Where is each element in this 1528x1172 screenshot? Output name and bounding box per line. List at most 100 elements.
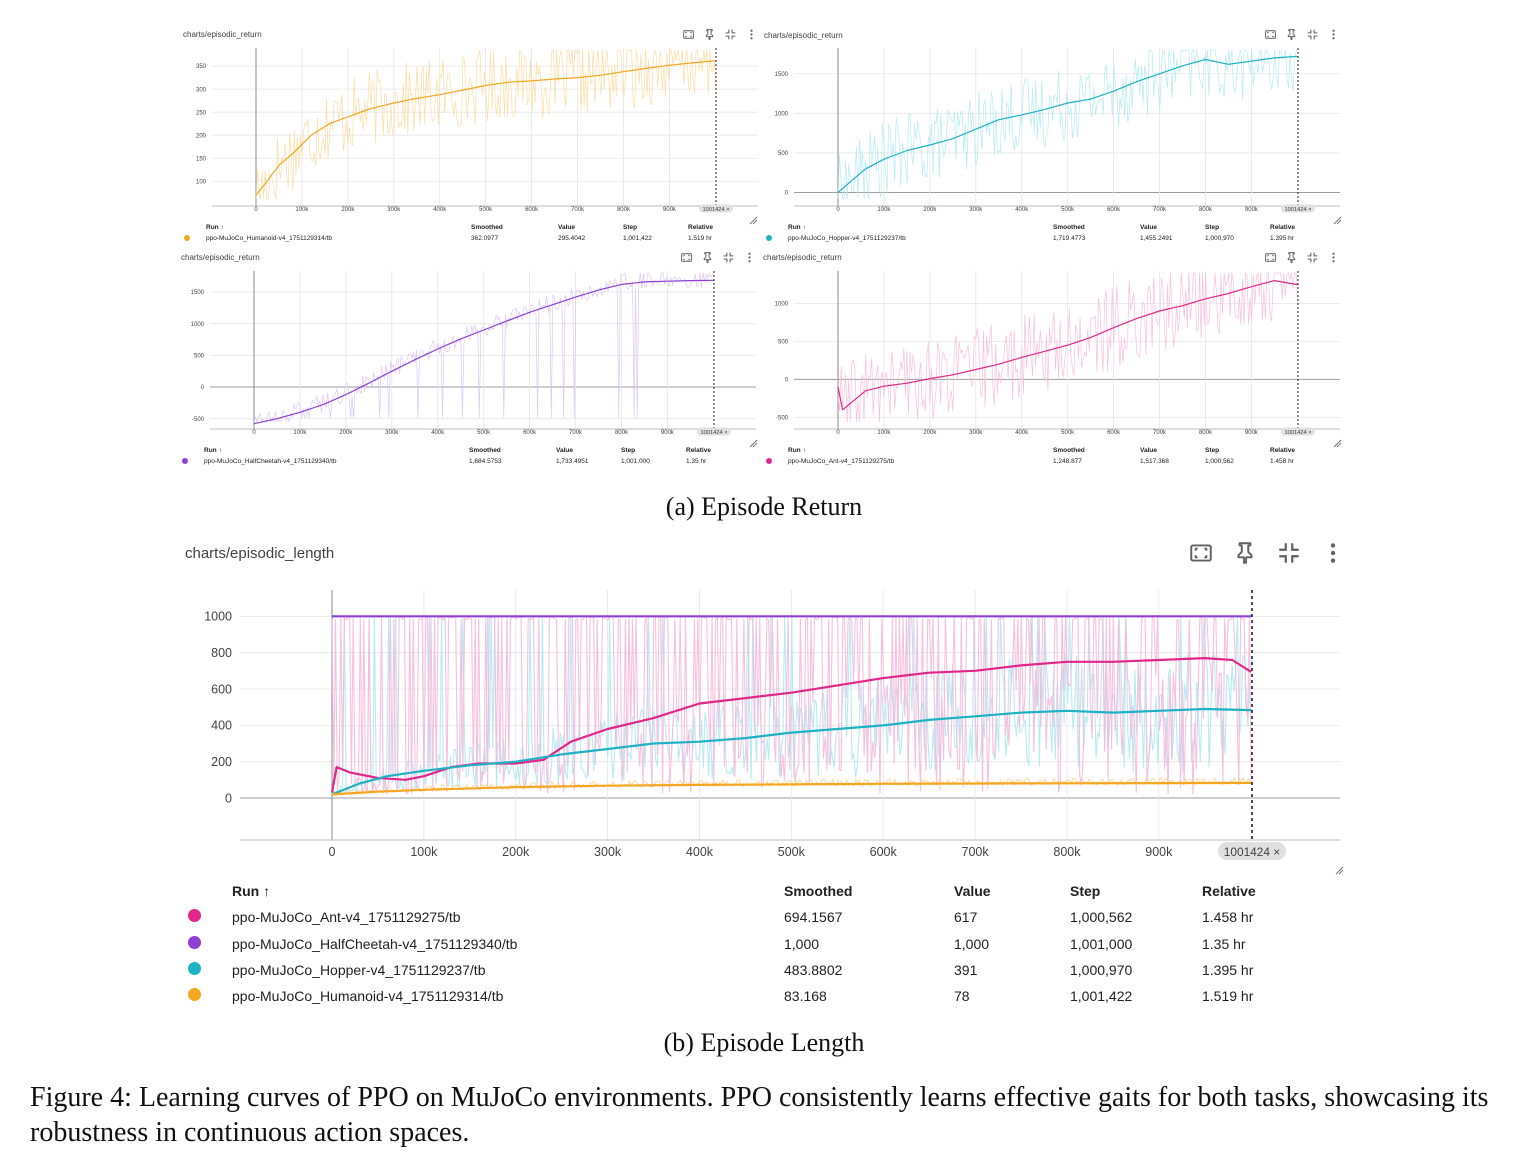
chart-svg[interactable]: 0 200 400 600 800 1000 0 100k 200k 300k 400k 500k 60…: [180, 580, 1348, 872]
series-color-swatch[interactable]: [188, 988, 201, 1002]
legend-row[interactable]: ppo-MuJoCo_Hopper-v4_1751129237/tb 1,719.…: [766, 233, 1330, 244]
legend-swatch-cell: [182, 456, 204, 467]
series-color-swatch[interactable]: [182, 457, 188, 464]
series-color-swatch[interactable]: [188, 935, 201, 949]
y-tick-label: 0: [785, 378, 789, 384]
legend-header-run[interactable]: Run ↑: [788, 224, 806, 231]
smoothed-series-line[interactable]: [331, 781, 1253, 796]
y-tick-label: 1000: [775, 111, 789, 117]
legend-table: Run ↑ Smoothed Value Step Relative ppo-MuJoCo…: [766, 222, 1330, 244]
more-vert-icon[interactable]: [745, 28, 758, 41]
legend-relative: 1.35 hr: [686, 458, 707, 465]
legend-swatch-cell: [188, 904, 232, 930]
end-step-badge-label: 1001424 ×: [1284, 207, 1311, 213]
end-step-badge[interactable]: [699, 204, 733, 213]
series-color-swatch[interactable]: [188, 962, 201, 976]
x-tick-label: 700k: [571, 207, 585, 213]
series-color-swatch[interactable]: [188, 909, 201, 923]
collapse-icon[interactable]: [722, 251, 735, 264]
end-step-badge[interactable]: [1281, 427, 1315, 436]
chart-plot[interactable]: 0 500 1000 1500 0 100k 200k 300k 400k 500k 600k 700…: [760, 46, 1344, 224]
pin-icon[interactable]: [1285, 251, 1298, 264]
pin-icon[interactable]: [701, 251, 714, 264]
legend-table: Run ↑ Smoothed Value Step Relative ppo-MuJoCo…: [766, 445, 1330, 467]
resize-handle-icon[interactable]: [748, 435, 758, 448]
fit-domain-icon[interactable]: [1188, 540, 1214, 566]
smoothed-series-line[interactable]: [255, 60, 717, 196]
collapse-icon[interactable]: [1306, 251, 1319, 264]
series-color-swatch[interactable]: [766, 234, 772, 241]
x-tick-label: 100k: [295, 207, 309, 213]
legend-header-run[interactable]: Run ↑: [204, 447, 222, 454]
panel-toolbar: [682, 28, 758, 41]
smoothed-series-line[interactable]: [837, 55, 1298, 193]
legend-row[interactable]: ppo-MuJoCo_Ant-v4_1751129275/tb 1,248.877…: [766, 456, 1330, 467]
smoothed-series-line[interactable]: [330, 656, 1252, 793]
legend-value: 1,517.368: [1140, 458, 1169, 465]
fit-domain-icon[interactable]: [682, 28, 695, 41]
end-step-badge[interactable]: [697, 427, 731, 436]
y-tick-label: 1000: [204, 610, 232, 624]
legend-step: 1,000,970: [1070, 962, 1133, 979]
resize-handle-icon[interactable]: [1332, 212, 1342, 225]
pin-icon[interactable]: [1232, 540, 1258, 566]
smoothed-series-line[interactable]: [331, 707, 1252, 796]
end-step-badge[interactable]: [1218, 842, 1286, 860]
series-color-swatch[interactable]: [184, 234, 190, 241]
fit-domain-icon[interactable]: [680, 251, 693, 264]
chart-plot[interactable]: 100 150 200 250 300 350 0 100k 200k 300k 400k 500k 6…: [178, 46, 760, 224]
legend-step: 1,001,422: [623, 235, 652, 242]
more-vert-icon[interactable]: [1327, 28, 1340, 41]
legend-run: ppo-MuJoCo_HalfCheetah-v4_1751129340/tb: [232, 935, 518, 952]
smoothed-series-line[interactable]: [253, 279, 714, 425]
collapse-icon[interactable]: [724, 28, 737, 41]
end-step-badge[interactable]: [1281, 204, 1315, 213]
more-vert-icon[interactable]: [1320, 540, 1346, 566]
legend-table: Run ↑ Smoothed Value Step Relative ppo-MuJoCo…: [184, 222, 748, 244]
collapse-icon[interactable]: [1306, 28, 1319, 41]
legend-row[interactable]: ppo-MuJoCo_HalfCheetah-v4_1751129340/tb 1…: [188, 931, 1322, 957]
caption-episode-return: (a) Episode Return: [665, 492, 863, 521]
chart-svg[interactable]: 100 150 200 250 300 350 0 100k 200k 300k 400k 500k 6…: [178, 46, 760, 224]
legend-run: ppo-MuJoCo_Humanoid-v4_1751129314/tb: [232, 988, 504, 1005]
chart-plot[interactable]: 0 200 400 600 800 1000 0 100k 200k 300k 400k 500k 60…: [180, 580, 1348, 872]
x-tick-label: 700k: [569, 430, 583, 436]
chart-svg[interactable]: -500 0 500 1000 1500 0 100k 200k 300k 400k 500k 600…: [176, 269, 760, 447]
x-tick-label: 0: [836, 207, 840, 213]
legend-row[interactable]: ppo-MuJoCo_Ant-v4_1751129275/tb 694.1567 6…: [188, 904, 1322, 930]
chart-panel-halfcheetah-return: charts/episodic_return -500 0 500 1000 1500 0…: [176, 249, 760, 471]
legend-header-smoothed: Smoothed: [471, 224, 503, 231]
smoothed-series-line[interactable]: [837, 280, 1298, 411]
fit-domain-icon[interactable]: [1264, 251, 1277, 264]
x-tick-label: 400k: [433, 207, 447, 213]
x-tick-label: 300k: [385, 430, 399, 436]
chart-plot[interactable]: -500 0 500 1000 1500 0 100k 200k 300k 400k 500k 600…: [176, 269, 760, 447]
legend-row[interactable]: ppo-MuJoCo_HalfCheetah-v4_1751129340/tb 1…: [182, 456, 746, 467]
panel-toolbar: [1264, 28, 1340, 41]
y-tick-label: 0: [201, 385, 205, 391]
legend-row[interactable]: ppo-MuJoCo_Hopper-v4_1751129237/tb 483.88…: [188, 957, 1322, 983]
legend-row[interactable]: ppo-MuJoCo_Humanoid-v4_1751129314/tb 362.…: [184, 233, 748, 244]
y-tick-label: 0: [785, 191, 789, 197]
legend-run: ppo-MuJoCo_Humanoid-v4_1751129314/tb: [206, 235, 332, 242]
legend-header-run[interactable]: Run ↑: [206, 224, 224, 231]
chart-plot[interactable]: -500 0 500 1000 0 100k 200k 300k 400k 500k 600k 700…: [760, 269, 1344, 447]
series-color-swatch[interactable]: [766, 457, 772, 464]
resize-handle-icon[interactable]: [748, 212, 758, 225]
fit-domain-icon[interactable]: [1264, 28, 1277, 41]
legend-header-run[interactable]: Run ↑: [788, 447, 806, 454]
chart-svg[interactable]: -500 0 500 1000 0 100k 200k 300k 400k 500k 600k 700…: [760, 269, 1344, 447]
legend-smoothed: 83.168: [784, 988, 827, 1005]
legend-row[interactable]: ppo-MuJoCo_Humanoid-v4_1751129314/tb 83.1…: [188, 983, 1322, 1009]
pin-icon[interactable]: [703, 28, 716, 41]
pin-icon[interactable]: [1285, 28, 1298, 41]
x-tick-label: 800k: [615, 430, 629, 436]
resize-handle-icon[interactable]: [1332, 435, 1342, 448]
resize-handle-icon[interactable]: [1334, 862, 1344, 875]
more-vert-icon[interactable]: [1327, 251, 1340, 264]
more-vert-icon[interactable]: [743, 251, 756, 264]
chart-svg[interactable]: 0 500 1000 1500 0 100k 200k 300k 400k 500k 600k 700…: [760, 46, 1344, 224]
legend-header-run[interactable]: Run ↑: [232, 883, 271, 900]
legend-table: Run ↑ Smoothed Value Step Relative ppo-MuJoCo…: [182, 445, 746, 467]
collapse-icon[interactable]: [1276, 540, 1302, 566]
